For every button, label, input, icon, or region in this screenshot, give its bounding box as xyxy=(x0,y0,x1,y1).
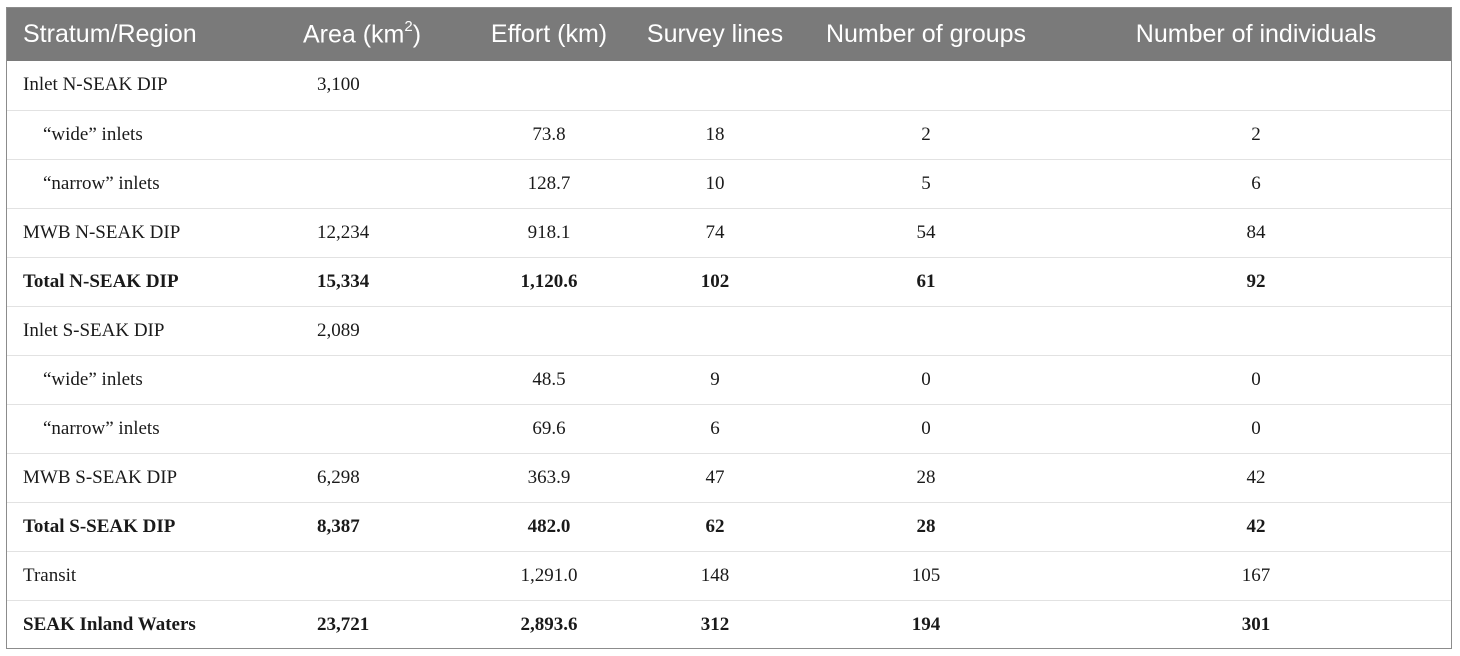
data-table: Stratum/Region Area (km2) Effort (km) Su… xyxy=(7,8,1451,649)
cell-effort: 918.1 xyxy=(527,221,571,243)
cell-effort: 69.6 xyxy=(532,417,566,439)
cell-area: 3,100 xyxy=(317,74,360,96)
cell-stratum: “narrow” inlets xyxy=(43,172,160,194)
cell-survey-lines: 10 xyxy=(705,172,725,194)
table-row: MWB N-SEAK DIP 12,234 918.1 74 54 84 xyxy=(7,208,1451,257)
survey-effort-table: Stratum/Region Area (km2) Effort (km) Su… xyxy=(6,7,1452,649)
table-row-grand-total: SEAK Inland Waters 23,721 2,893.6 312 19… xyxy=(7,600,1451,649)
header-stratum: Stratum/Region xyxy=(23,20,197,48)
cell-stratum: Inlet N-SEAK DIP xyxy=(23,74,168,96)
cell-area: 8,387 xyxy=(317,515,360,537)
cell-individuals: 42 xyxy=(1246,466,1266,488)
cell-area: 2,089 xyxy=(317,319,360,341)
cell-survey-lines: 74 xyxy=(705,221,725,243)
cell-groups: 5 xyxy=(921,172,931,194)
cell-groups: 2 xyxy=(921,123,931,145)
cell-survey-lines: 62 xyxy=(705,515,725,537)
cell-individuals: 2 xyxy=(1251,123,1261,145)
cell-stratum: Total N-SEAK DIP xyxy=(23,270,179,292)
header-individuals: Number of individuals xyxy=(1135,20,1377,48)
header-row: Stratum/Region Area (km2) Effort (km) Su… xyxy=(7,8,1451,61)
table-row: “wide” inlets 73.8 18 2 2 xyxy=(7,110,1451,159)
header-effort: Effort (km) xyxy=(490,20,608,48)
header-area: Area (km2) xyxy=(265,8,459,61)
cell-area xyxy=(265,110,459,159)
cell-groups xyxy=(791,306,1061,355)
cell-groups: 0 xyxy=(921,368,931,390)
cell-area: 6,298 xyxy=(317,466,360,488)
table-row: “wide” inlets 48.5 9 0 0 xyxy=(7,355,1451,404)
cell-groups: 194 xyxy=(911,613,941,635)
header-area-superscript: 2 xyxy=(404,17,413,35)
cell-area xyxy=(265,355,459,404)
cell-stratum: MWB S-SEAK DIP xyxy=(23,466,178,488)
cell-stratum: “wide” inlets xyxy=(43,123,143,145)
cell-groups: 61 xyxy=(916,270,936,292)
table-header: Stratum/Region Area (km2) Effort (km) Su… xyxy=(7,8,1451,61)
cell-individuals: 84 xyxy=(1246,221,1266,243)
cell-survey-lines: 18 xyxy=(705,123,725,145)
cell-survey-lines: 312 xyxy=(700,613,730,635)
cell-groups: 28 xyxy=(916,515,936,537)
cell-effort: 48.5 xyxy=(532,368,566,390)
cell-survey-lines: 9 xyxy=(710,368,720,390)
cell-effort xyxy=(459,306,639,355)
cell-groups: 105 xyxy=(911,564,941,586)
cell-stratum: Transit xyxy=(23,564,77,586)
cell-stratum: MWB N-SEAK DIP xyxy=(23,221,181,243)
cell-groups: 54 xyxy=(916,221,936,243)
cell-individuals: 167 xyxy=(1241,564,1271,586)
cell-groups: 28 xyxy=(916,466,936,488)
table-row: Transit 1,291.0 148 105 167 xyxy=(7,551,1451,600)
table-row: Inlet N-SEAK DIP 3,100 xyxy=(7,61,1451,110)
cell-groups: 0 xyxy=(921,417,931,439)
header-area-close: ) xyxy=(412,20,422,49)
cell-individuals: 0 xyxy=(1251,368,1261,390)
cell-effort: 1,120.6 xyxy=(520,270,578,292)
cell-stratum: Inlet S-SEAK DIP xyxy=(23,319,165,341)
cell-effort: 73.8 xyxy=(532,123,566,145)
cell-stratum: “narrow” inlets xyxy=(43,417,160,439)
cell-individuals: 42 xyxy=(1246,515,1266,537)
cell-survey-lines: 148 xyxy=(700,564,730,586)
cell-individuals: 0 xyxy=(1251,417,1261,439)
cell-effort: 1,291.0 xyxy=(520,564,578,586)
table-row: “narrow” inlets 128.7 10 5 6 xyxy=(7,159,1451,208)
table-row-total: Total N-SEAK DIP 15,334 1,120.6 102 61 9… xyxy=(7,257,1451,306)
cell-individuals xyxy=(1061,61,1451,110)
table-row: “narrow” inlets 69.6 6 0 0 xyxy=(7,404,1451,453)
cell-survey-lines: 102 xyxy=(700,270,730,292)
cell-groups xyxy=(791,61,1061,110)
table-body: Inlet N-SEAK DIP 3,100 “wide” inlets 73.… xyxy=(7,61,1451,649)
cell-area xyxy=(265,551,459,600)
cell-stratum: “wide” inlets xyxy=(43,368,143,390)
cell-effort: 128.7 xyxy=(527,172,571,194)
cell-area: 23,721 xyxy=(317,613,370,635)
cell-stratum: Total S-SEAK DIP xyxy=(23,515,176,537)
cell-stratum: SEAK Inland Waters xyxy=(23,613,196,635)
cell-survey-lines xyxy=(639,61,791,110)
cell-effort xyxy=(459,61,639,110)
cell-effort: 482.0 xyxy=(527,515,571,537)
table-row: Inlet S-SEAK DIP 2,089 xyxy=(7,306,1451,355)
cell-area xyxy=(265,159,459,208)
cell-area: 12,234 xyxy=(317,221,370,243)
cell-individuals: 92 xyxy=(1246,270,1266,292)
header-survey-lines: Survey lines xyxy=(646,20,784,48)
cell-individuals: 6 xyxy=(1251,172,1261,194)
cell-area: 15,334 xyxy=(317,270,370,292)
table-row-total: Total S-SEAK DIP 8,387 482.0 62 28 42 xyxy=(7,502,1451,551)
cell-survey-lines: 6 xyxy=(710,417,720,439)
cell-effort: 2,893.6 xyxy=(520,613,578,635)
cell-area xyxy=(265,404,459,453)
header-area-text: Area (km xyxy=(302,20,405,49)
cell-survey-lines xyxy=(639,306,791,355)
table-row: MWB S-SEAK DIP 6,298 363.9 47 28 42 xyxy=(7,453,1451,502)
cell-individuals: 301 xyxy=(1241,613,1271,635)
header-groups: Number of groups xyxy=(825,20,1027,48)
cell-effort: 363.9 xyxy=(527,466,571,488)
cell-survey-lines: 47 xyxy=(705,466,725,488)
cell-individuals xyxy=(1061,306,1451,355)
